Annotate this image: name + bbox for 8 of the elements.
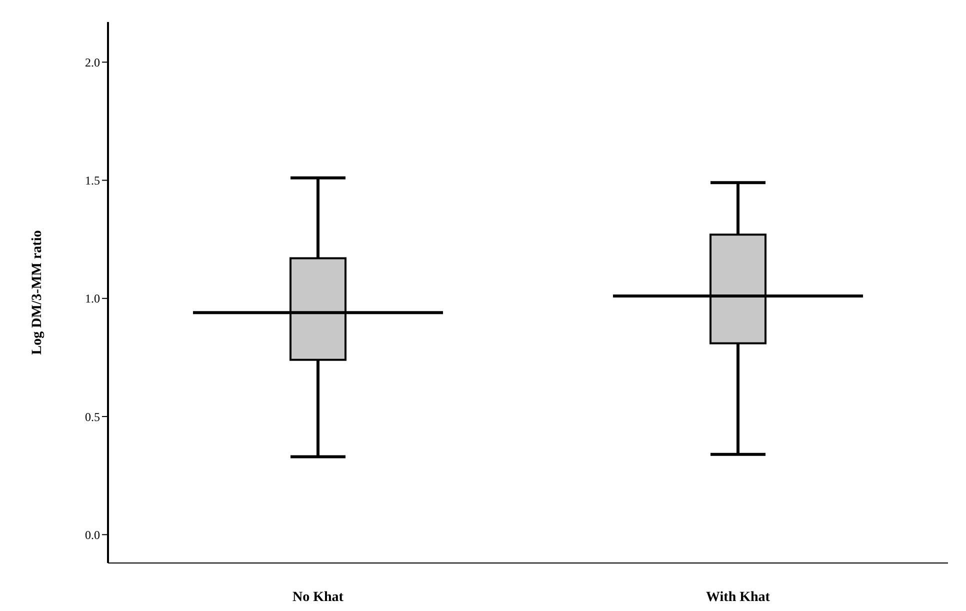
y-tick-label: 0.0 [85,528,100,542]
y-tick-label: 2.0 [85,55,100,70]
y-axis-title: Log DM/3-MM ratio [30,230,45,355]
y-tick-label: 1.0 [85,292,100,306]
y-tick-label: 0.5 [85,410,100,424]
x-tick-label: With Khat [706,590,770,605]
y-tick-label: 1.5 [85,174,100,188]
x-tick-label: No Khat [292,590,344,605]
